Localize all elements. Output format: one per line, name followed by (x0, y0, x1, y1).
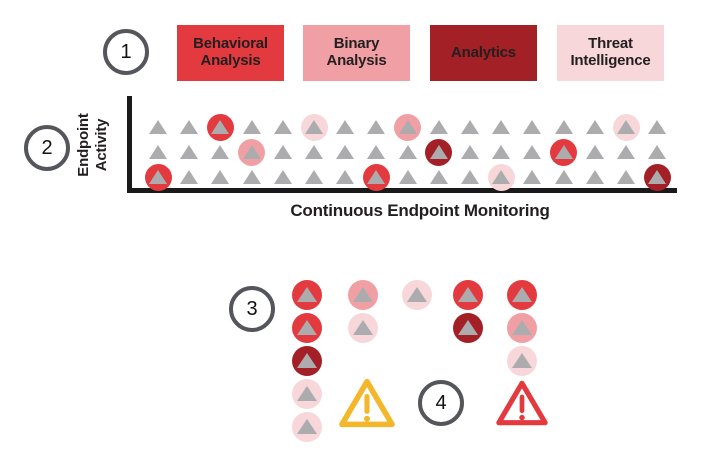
endpoint-event-triangle-icon (648, 145, 667, 159)
endpoint-event-triangle-icon (398, 120, 417, 134)
endpoint-event-triangle-icon (585, 145, 604, 159)
endpoint-event-triangle-icon (523, 145, 542, 159)
x-axis-line (127, 188, 677, 193)
grouped-event-triangle-icon (297, 353, 317, 368)
endpoint-event-triangle-icon (305, 145, 323, 159)
legend-item-analytics: Analytics (430, 25, 537, 81)
endpoint-event-triangle-icon (554, 120, 573, 134)
legend-item-behavioral: Behavioral Analysis (177, 25, 284, 81)
endpoint-event-triangle-icon (273, 170, 292, 184)
step-4-badge: 4 (418, 380, 464, 426)
step-4-number: 4 (435, 391, 447, 414)
endpoint-event-triangle-icon (429, 145, 448, 159)
grouped-event-triangle-icon (512, 353, 532, 368)
grouped-event-triangle-icon (297, 320, 317, 335)
endpoint-event-triangle-icon (617, 170, 635, 184)
endpoint-event-triangle-icon (180, 145, 199, 159)
endpoint-event-triangle-icon (211, 145, 230, 159)
grouped-event-triangle-icon (297, 287, 317, 302)
endpoint-event-triangle-icon (242, 170, 261, 184)
endpoint-event-triangle-icon (398, 170, 417, 184)
endpoint-event-triangle-icon (305, 170, 323, 184)
y-axis-line (127, 96, 132, 193)
endpoint-event-triangle-icon (461, 120, 479, 134)
endpoint-event-triangle-icon (336, 170, 355, 184)
grouped-event-triangle-icon (297, 419, 317, 434)
endpoint-event-triangle-icon (585, 120, 604, 134)
endpoint-event-triangle-icon (305, 120, 323, 134)
endpoint-event-triangle-icon (273, 120, 292, 134)
endpoint-event-triangle-icon (242, 120, 261, 134)
endpoint-event-triangle-icon (211, 170, 230, 184)
endpoint-event-triangle-icon (617, 145, 635, 159)
endpoint-event-triangle-icon (585, 170, 604, 184)
endpoint-event-triangle-icon (617, 120, 635, 134)
endpoint-event-triangle-icon (180, 120, 199, 134)
grouped-event-triangle-icon (353, 320, 373, 335)
legend-item-threat: Threat Intelligence (557, 25, 664, 81)
endpoint-event-triangle-icon (492, 170, 511, 184)
step-3-badge: 3 (229, 286, 275, 332)
legend-item-binary: Binary Analysis (303, 25, 410, 81)
endpoint-event-triangle-icon (367, 120, 386, 134)
endpoint-event-triangle-icon (461, 145, 479, 159)
step-2-number: 2 (41, 136, 53, 159)
step-1-number: 1 (120, 40, 132, 63)
endpoint-event-triangle-icon (554, 145, 573, 159)
warning-medium-icon (339, 378, 395, 428)
endpoint-event-triangle-icon (367, 170, 386, 184)
y-axis-label: Endpoint Activity (75, 113, 110, 177)
step-1-badge: 1 (103, 29, 149, 75)
grouped-event-triangle-icon (458, 320, 478, 335)
endpoint-event-triangle-icon (149, 170, 167, 184)
x-axis-label: Continuous Endpoint Monitoring (290, 201, 550, 220)
warning-high-icon (496, 380, 548, 426)
endpoint-event-triangle-icon (648, 170, 667, 184)
grouped-event-triangle-icon (512, 320, 532, 335)
endpoint-event-triangle-icon (211, 120, 230, 134)
endpoint-event-triangle-icon (429, 120, 448, 134)
grouped-event-triangle-icon (297, 386, 317, 401)
endpoint-event-triangle-icon (648, 120, 667, 134)
endpoint-event-triangle-icon (523, 120, 542, 134)
step-2-badge: 2 (24, 125, 70, 171)
endpoint-event-triangle-icon (180, 170, 199, 184)
grouped-event-triangle-icon (353, 287, 373, 302)
endpoint-event-triangle-icon (492, 120, 511, 134)
endpoint-event-triangle-icon (461, 170, 479, 184)
endpoint-event-triangle-icon (367, 145, 386, 159)
endpoint-event-triangle-icon (523, 170, 542, 184)
endpoint-event-triangle-icon (149, 145, 167, 159)
endpoint-event-triangle-icon (273, 145, 292, 159)
endpoint-event-triangle-icon (492, 145, 511, 159)
endpoint-event-triangle-icon (554, 170, 573, 184)
step-3-number: 3 (246, 297, 258, 320)
endpoint-event-triangle-icon (429, 170, 448, 184)
endpoint-event-triangle-icon (149, 120, 167, 134)
endpoint-event-triangle-icon (398, 145, 417, 159)
grouped-event-triangle-icon (458, 287, 478, 302)
endpoint-event-triangle-icon (336, 120, 355, 134)
endpoint-event-triangle-icon (336, 145, 355, 159)
grouped-event-triangle-icon (407, 287, 427, 302)
endpoint-event-triangle-icon (242, 145, 261, 159)
grouped-event-triangle-icon (512, 287, 532, 302)
